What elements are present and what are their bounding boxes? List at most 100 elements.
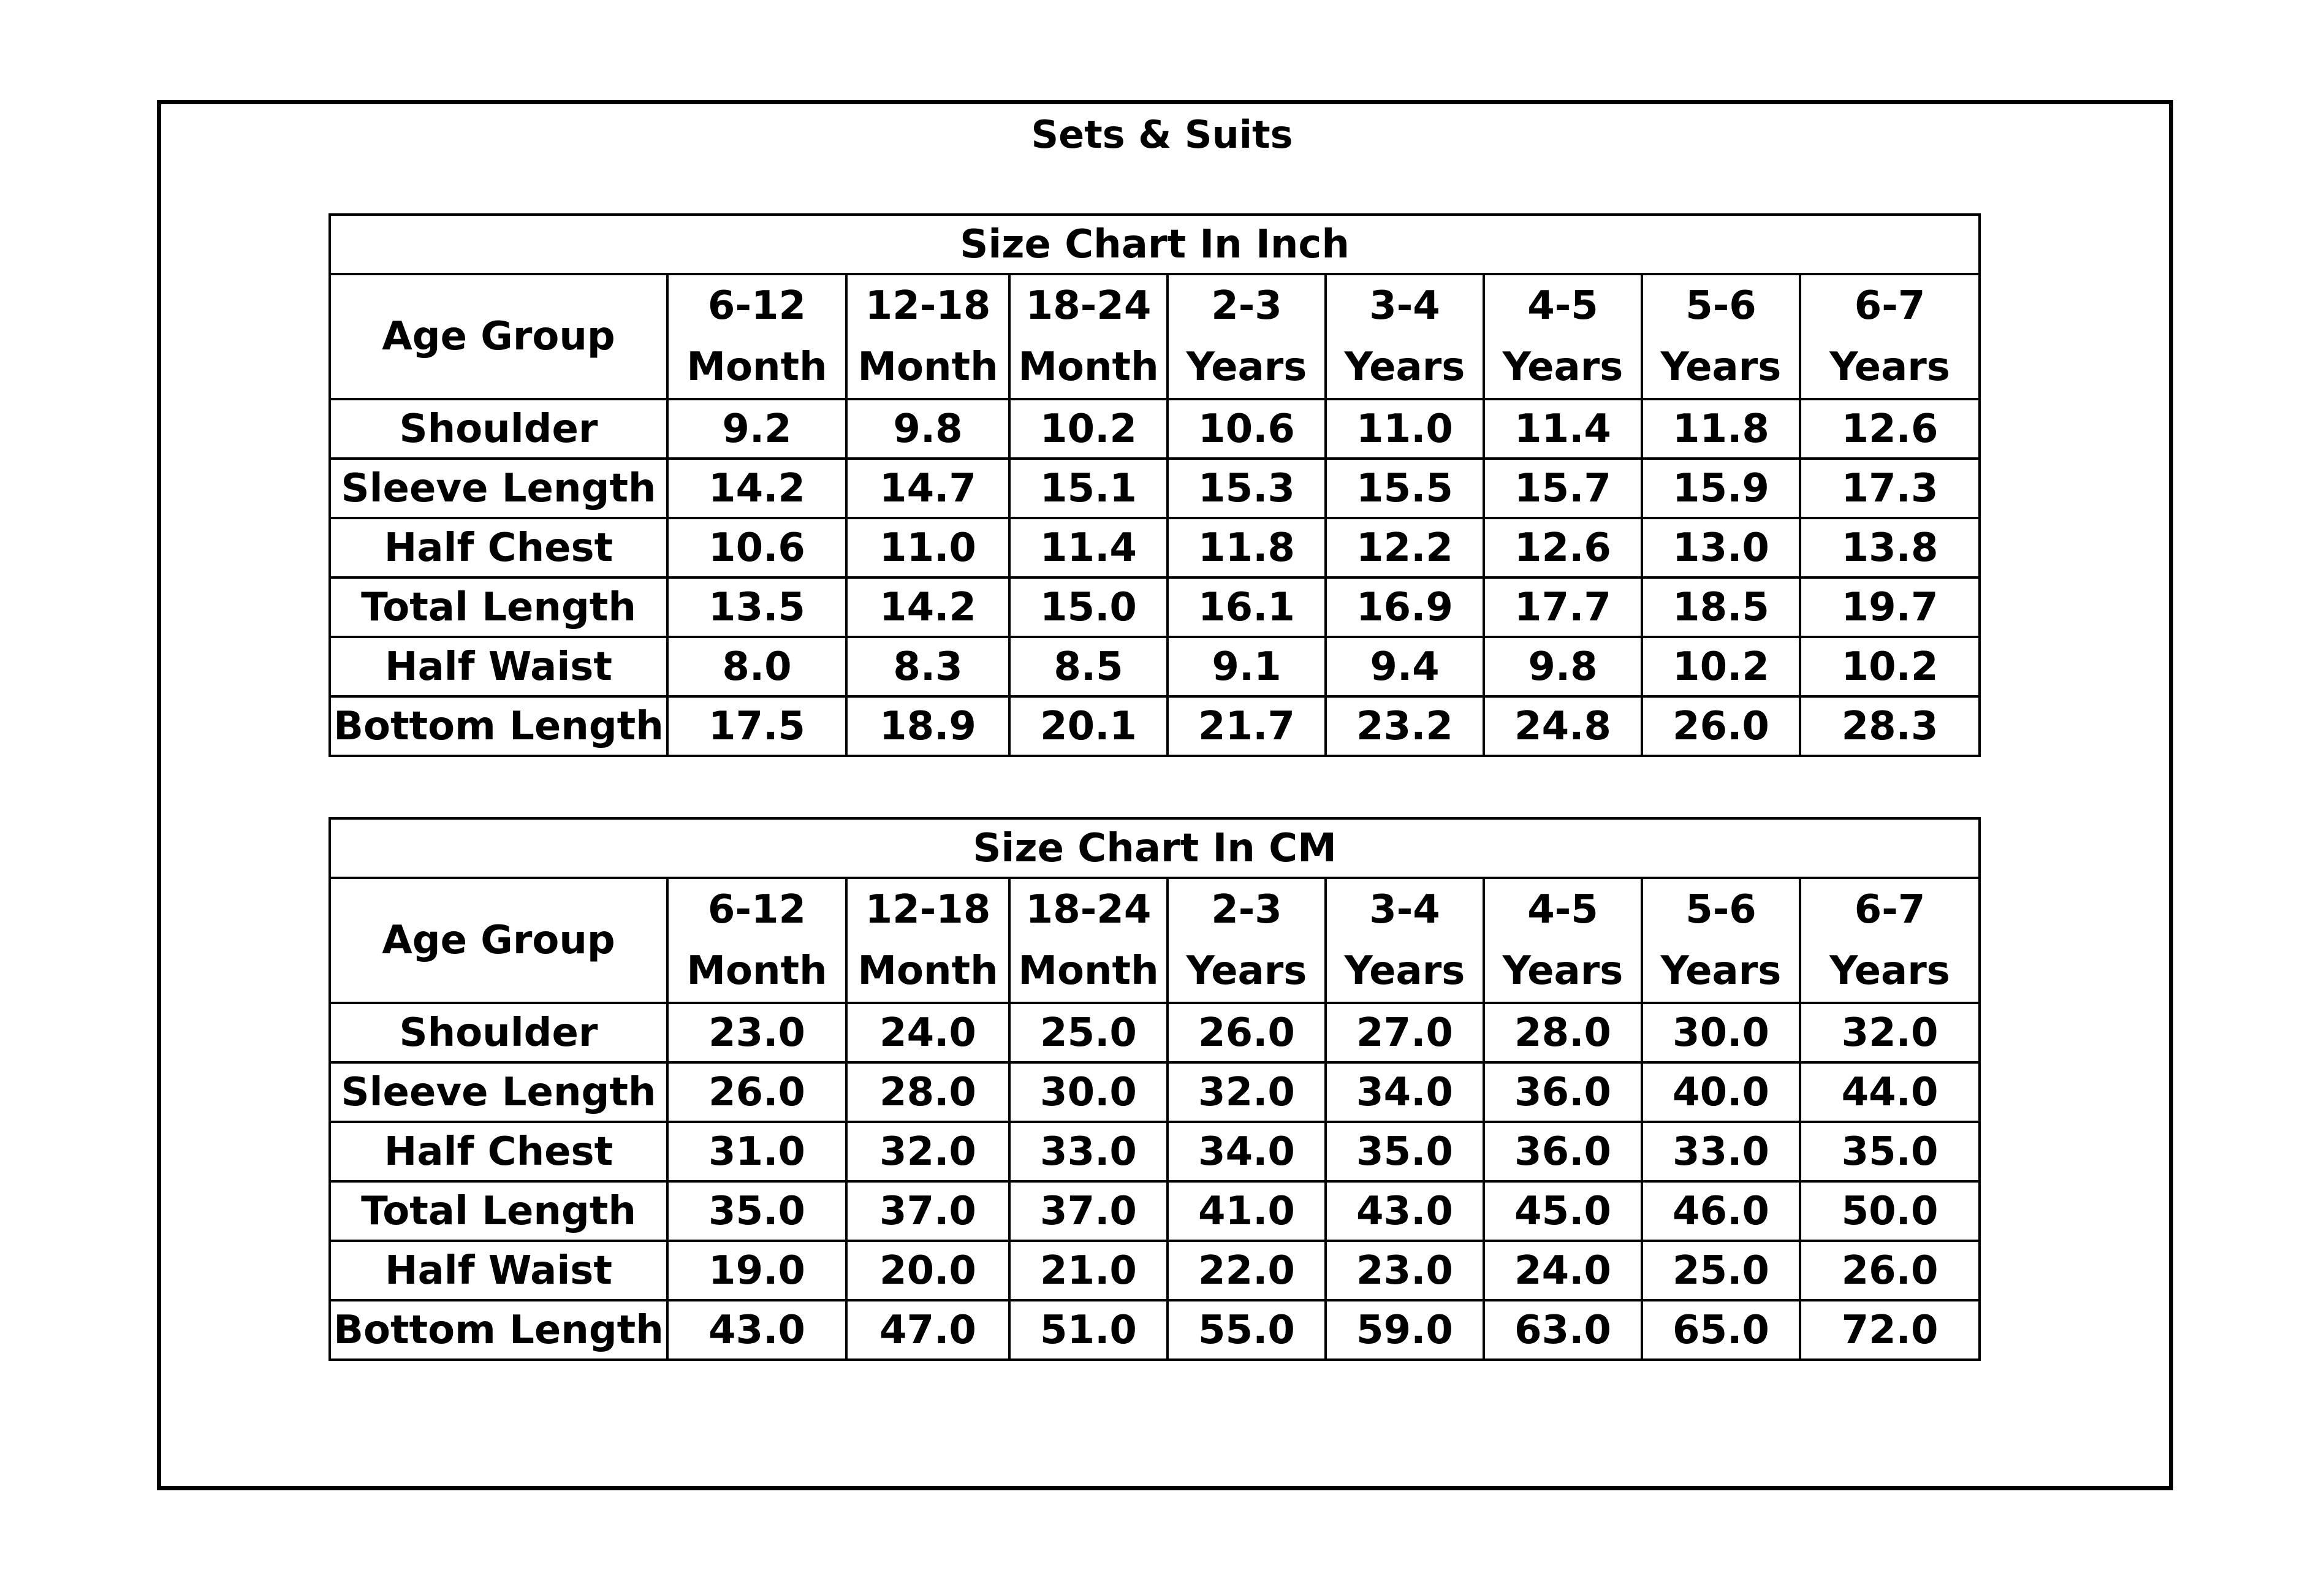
age-range-label: 12-18 — [865, 887, 991, 932]
measurement-value: 59.0 — [1324, 1299, 1485, 1361]
measurement-value: 12.2 — [1324, 517, 1485, 579]
measurement-value: 51.0 — [1008, 1299, 1169, 1361]
measurement-value: 30.0 — [1641, 1002, 1801, 1064]
age-column-header: 6-7 Years — [1798, 877, 1981, 1004]
table-caption: Size Chart In Inch — [328, 213, 1981, 275]
age-unit-label: Month — [857, 345, 998, 390]
measurement-value: 9.2 — [666, 398, 848, 460]
measurement-value: 32.0 — [845, 1121, 1011, 1183]
age-column-header: 12-18 Month — [845, 877, 1011, 1004]
measurement-value: 35.0 — [1798, 1121, 1981, 1183]
measurement-value: 36.0 — [1483, 1121, 1643, 1183]
age-range-label: 18-24 — [1025, 283, 1152, 329]
age-column-header: 12-18 Month — [845, 273, 1011, 400]
measurement-value: 8.3 — [845, 636, 1011, 698]
age-range-label: 6-7 — [1854, 283, 1926, 329]
measurement-label: Sleeve Length — [328, 1061, 669, 1123]
age-range-label: 2-3 — [1211, 887, 1282, 932]
measurement-value: 19.0 — [666, 1240, 848, 1301]
measurement-value: 13.8 — [1798, 517, 1981, 579]
age-column-header: 5-6 Years — [1641, 877, 1801, 1004]
measurement-value: 32.0 — [1798, 1002, 1981, 1064]
measurement-value: 16.1 — [1166, 576, 1327, 638]
age-unit-label: Years — [1660, 948, 1782, 994]
age-range-label: 18-24 — [1025, 887, 1152, 932]
table-row: Half Waist 19.0 20.0 21.0 22.0 23.0 24.0 25.0 26… — [328, 1240, 1981, 1301]
measurement-label: Total Length — [328, 576, 669, 638]
measurement-value: 33.0 — [1641, 1121, 1801, 1183]
age-column-header: 18-24 Month — [1008, 273, 1169, 400]
measurement-value: 17.7 — [1483, 576, 1643, 638]
age-column-header: 6-12 Month — [666, 877, 848, 1004]
measurement-value: 26.0 — [1166, 1002, 1327, 1064]
measurement-value: 11.0 — [845, 517, 1011, 579]
page-title: Sets & Suits — [1031, 112, 1293, 157]
table-row: Total Length 13.5 14.2 15.0 16.1 16.9 17.7 18.5… — [328, 576, 1981, 638]
measurement-value: 34.0 — [1324, 1061, 1485, 1123]
measurement-value: 35.0 — [666, 1180, 848, 1242]
measurement-label: Total Length — [328, 1180, 669, 1242]
age-range-label: 2-3 — [1211, 283, 1282, 329]
age-range-label: 4-5 — [1527, 283, 1598, 329]
measurement-value: 11.8 — [1166, 517, 1327, 579]
age-unit-label: Years — [1660, 345, 1782, 390]
age-column-header: 3-4 Years — [1324, 273, 1485, 400]
measurement-value: 37.0 — [1008, 1180, 1169, 1242]
measurement-value: 44.0 — [1798, 1061, 1981, 1123]
age-column-header: 6-7 Years — [1798, 273, 1981, 400]
measurement-label: Half Chest — [328, 517, 669, 579]
measurement-value: 15.9 — [1641, 457, 1801, 519]
measurement-value: 21.7 — [1166, 695, 1327, 757]
measurement-value: 10.2 — [1798, 636, 1981, 698]
measurement-label: Bottom Length — [328, 695, 669, 757]
measurement-value: 25.0 — [1641, 1240, 1801, 1301]
measurement-value: 24.0 — [1483, 1240, 1643, 1301]
measurement-value: 40.0 — [1641, 1061, 1801, 1123]
measurement-value: 9.8 — [1483, 636, 1643, 698]
age-range-label: 3-4 — [1369, 887, 1440, 932]
measurement-label: Shoulder — [328, 1002, 669, 1064]
measurement-value: 10.2 — [1641, 636, 1801, 698]
measurement-value: 15.1 — [1008, 457, 1169, 519]
measurement-value: 10.2 — [1008, 398, 1169, 460]
measurement-value: 63.0 — [1483, 1299, 1643, 1361]
measurement-value: 46.0 — [1641, 1180, 1801, 1242]
measurement-value: 24.8 — [1483, 695, 1643, 757]
age-unit-label: Years — [1829, 948, 1950, 994]
measurement-label: Half Waist — [328, 636, 669, 698]
measurement-value: 45.0 — [1483, 1180, 1643, 1242]
age-range-label: 6-12 — [707, 283, 807, 329]
measurement-value: 23.0 — [1324, 1240, 1485, 1301]
age-range-label: 5-6 — [1685, 887, 1756, 932]
measurement-value: 47.0 — [845, 1299, 1011, 1361]
measurement-value: 32.0 — [1166, 1061, 1327, 1123]
measurement-value: 11.4 — [1008, 517, 1169, 579]
measurement-value: 30.0 — [1008, 1061, 1169, 1123]
measurement-value: 21.0 — [1008, 1240, 1169, 1301]
table-row: Total Length 35.0 37.0 37.0 41.0 43.0 45.0 46.0… — [328, 1180, 1981, 1242]
table-row: Half Chest 31.0 32.0 33.0 34.0 35.0 36.0 33.0 35… — [328, 1121, 1981, 1183]
table-row: Bottom Length 17.5 18.9 20.1 21.7 23.2 24.8 26.… — [328, 695, 1981, 757]
measurement-value: 43.0 — [666, 1299, 848, 1361]
measurement-value: 72.0 — [1798, 1299, 1981, 1361]
measurement-value: 18.9 — [845, 695, 1011, 757]
measurement-value: 11.8 — [1641, 398, 1801, 460]
age-range-label: 3-4 — [1369, 283, 1440, 329]
age-column-header: 6-12 Month — [666, 273, 848, 400]
header-row: Age Group 6-12 Month 12-18 Month 18-24 Month 2… — [328, 273, 1981, 400]
measurement-value: 14.2 — [666, 457, 848, 519]
age-column-header: 5-6 Years — [1641, 273, 1801, 400]
measurement-value: 37.0 — [845, 1180, 1011, 1242]
age-column-header: 4-5 Years — [1483, 273, 1643, 400]
measurement-value: 19.7 — [1798, 576, 1981, 638]
age-column-header: 18-24 Month — [1008, 877, 1169, 1004]
age-range-label: 12-18 — [865, 283, 991, 329]
measurement-value: 50.0 — [1798, 1180, 1981, 1242]
age-unit-label: Years — [1502, 948, 1623, 994]
measurement-value: 16.9 — [1324, 576, 1485, 638]
age-column-header: 3-4 Years — [1324, 877, 1485, 1004]
age-group-header: Age Group — [328, 273, 669, 400]
measurement-value: 31.0 — [666, 1121, 848, 1183]
age-column-header: 4-5 Years — [1483, 877, 1643, 1004]
measurement-value: 13.5 — [666, 576, 848, 638]
